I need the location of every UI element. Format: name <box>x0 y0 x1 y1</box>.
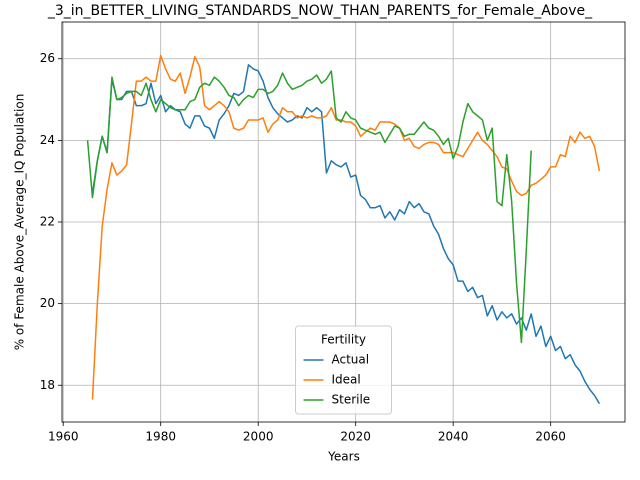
line <box>86 70 532 344</box>
x-tick-label: 1960 <box>48 430 79 444</box>
plot-frame <box>61 21 626 423</box>
chart-title: _3_in_BETTER_LIVING_STANDARDS_NOW_THAN_P… <box>47 3 593 19</box>
legend-label: Sterile <box>332 393 371 407</box>
y-tick-label: 24 <box>40 133 55 147</box>
y-tick-label: 26 <box>40 51 55 65</box>
legend-box <box>295 325 392 415</box>
x-tick-label: 2060 <box>535 430 566 444</box>
x-tick-label: 2020 <box>340 430 371 444</box>
legend-label: Actual <box>332 353 370 367</box>
legend-label: Ideal <box>332 373 361 387</box>
line <box>91 54 601 400</box>
legend: Fertility Actual Ideal Sterile <box>295 325 392 415</box>
y-tick-label: 22 <box>40 215 55 229</box>
y-tick-label: 20 <box>40 296 55 310</box>
x-axis-label: Years <box>327 450 360 464</box>
x-tick-label: 2000 <box>243 430 274 444</box>
y-tick-label: 18 <box>40 378 55 392</box>
x-tick-label: 2040 <box>438 430 469 444</box>
legend-title: Fertility <box>321 333 366 347</box>
y-axis-label: % of Female Above_Average_IQ Population <box>13 94 27 351</box>
x-tick-label: 1980 <box>145 430 176 444</box>
